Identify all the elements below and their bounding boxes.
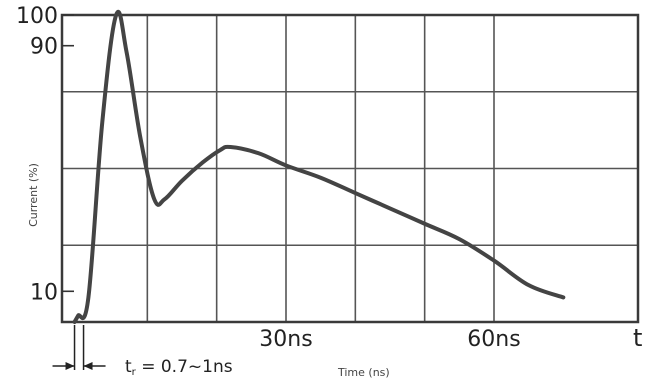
plot-frame — [60, 13, 640, 324]
rise-arrowhead-right — [83, 362, 93, 370]
rise-arrowhead-left — [65, 362, 75, 370]
y-axis-label: Current (%) — [27, 163, 40, 227]
rise-time-annotation: tr = 0.7~1ns — [52, 325, 233, 378]
y-tick-label: 10 — [30, 280, 58, 305]
x-axis-label: Time (ns) — [337, 366, 390, 379]
x-axis-symbol: t — [633, 324, 642, 352]
x-tick-label: 30ns — [259, 327, 312, 352]
rise-time-label: tr = 0.7~1ns — [125, 357, 233, 378]
y-tick-label: 90 — [30, 35, 58, 60]
x-tick-label: 60ns — [467, 327, 520, 352]
grid — [62, 15, 638, 322]
rise-label-t: t — [125, 357, 132, 377]
ticks: 100 90 10 30ns 60ns — [16, 4, 521, 352]
waveform-line — [72, 10, 566, 324]
rise-label-rest: = 0.7~1ns — [136, 357, 233, 377]
rise-label-sub: r — [132, 367, 137, 378]
y-tick-label: 100 — [16, 4, 58, 29]
